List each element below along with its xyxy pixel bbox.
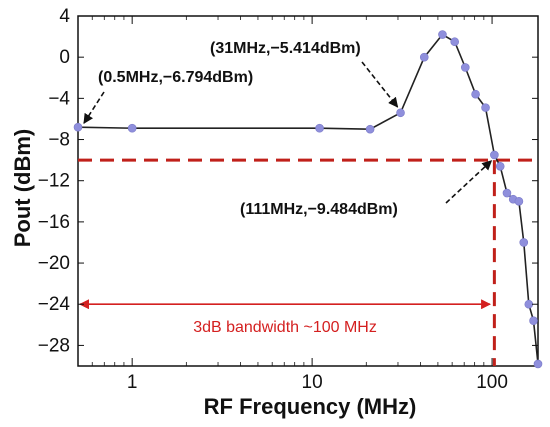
data-point <box>524 299 534 309</box>
y-tick-label: −12 <box>38 171 70 192</box>
axis-ticks: 4 0 −4 −8 −12 −16 −20 −24 −28 1 10 100 <box>38 6 538 393</box>
data-markers <box>73 30 543 369</box>
data-point <box>315 123 324 133</box>
annotation-arrow <box>445 160 493 204</box>
plot-frame <box>77 15 539 367</box>
data-point <box>365 124 375 134</box>
data-point <box>519 238 529 247</box>
annotation-arrow <box>361 61 399 108</box>
y-tick-label: −16 <box>38 212 70 233</box>
data-point <box>490 150 499 160</box>
x-axis-title: RF Frequency (MHz) <box>204 394 417 419</box>
series-line <box>77 33 539 364</box>
data-point <box>73 122 83 132</box>
y-tick-label: −24 <box>38 294 71 315</box>
y-tick-label: −4 <box>48 88 70 109</box>
x-tick-label: 10 <box>302 372 323 393</box>
data-point <box>502 188 512 198</box>
y-tick-label: 4 <box>59 6 70 27</box>
data-point <box>460 63 470 72</box>
annotation-label: (111MHz,−9.484dBm) <box>240 201 398 218</box>
y-tick-label: −8 <box>48 130 70 151</box>
data-point <box>419 52 429 62</box>
data-point <box>495 161 505 171</box>
annotations: (0.5MHz,−6.794dBm) (31MHz,−5.414dBm) (111M… <box>79 40 493 336</box>
data-point <box>529 316 538 326</box>
y-tick-label: −28 <box>38 335 70 356</box>
data-point <box>396 108 405 118</box>
data-point <box>438 30 447 39</box>
data-point <box>450 37 460 47</box>
bandwidth-label: 3dB bandwidth ~100 MHz <box>193 319 377 336</box>
x-tick-label: 1 <box>127 372 138 393</box>
y-tick-label: 0 <box>59 47 70 68</box>
data-point <box>481 103 490 112</box>
annotation-label: (31MHz,−5.414dBm) <box>210 40 361 57</box>
annotation-arrow <box>83 91 105 124</box>
annotation-label: (0.5MHz,−6.794dBm) <box>98 69 253 86</box>
y-axis-title: Pout (dBm) <box>10 129 35 248</box>
y-tick-label: −20 <box>38 253 70 274</box>
data-point <box>533 359 543 369</box>
x-tick-label: 100 <box>476 372 508 393</box>
data-point <box>514 196 524 206</box>
plot-area <box>77 15 539 367</box>
data-point <box>471 89 480 99</box>
reference-lines <box>78 158 538 366</box>
series-line-group <box>77 33 539 364</box>
data-point <box>127 123 137 133</box>
